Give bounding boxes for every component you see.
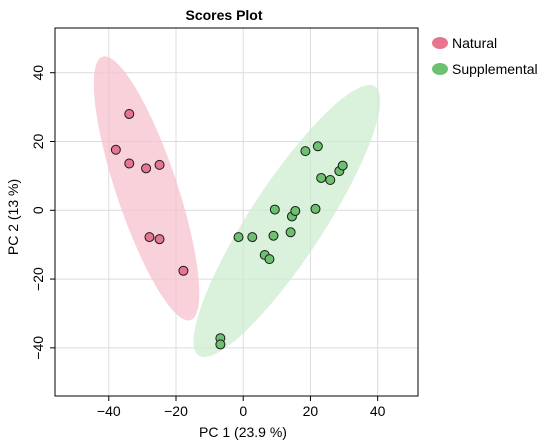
data-point-supplemental bbox=[264, 254, 275, 265]
x-axis-title: PC 1 (23.9 %) bbox=[199, 424, 287, 440]
x-tick-label: −40 bbox=[97, 403, 121, 419]
plot-area: −40 −20 0 20 40 −40 −20 0 20 40 bbox=[30, 27, 419, 419]
data-point-natural bbox=[178, 265, 189, 276]
y-tick-label: −20 bbox=[30, 267, 46, 291]
data-point-supplemental bbox=[325, 175, 336, 186]
x-tick-label: 20 bbox=[303, 403, 319, 419]
data-point-supplemental bbox=[310, 203, 321, 214]
data-point-supplemental bbox=[247, 232, 258, 243]
data-point-supplemental bbox=[233, 232, 244, 243]
y-tick-label: 20 bbox=[30, 133, 46, 149]
x-tick-label: 40 bbox=[370, 403, 386, 419]
chart-title: Scores Plot bbox=[185, 7, 262, 23]
legend-marker-supplemental bbox=[432, 63, 448, 75]
data-point-supplemental bbox=[316, 172, 327, 183]
plot-frame bbox=[54, 27, 419, 397]
x-tick-label: −20 bbox=[164, 403, 188, 419]
data-point-natural bbox=[124, 158, 135, 169]
data-point-natural bbox=[124, 108, 135, 119]
data-point-supplemental bbox=[215, 339, 226, 350]
data-point-supplemental bbox=[269, 204, 280, 215]
data-point-natural bbox=[154, 234, 165, 245]
data-point-supplemental bbox=[312, 141, 323, 152]
y-tick-label: 40 bbox=[30, 65, 46, 81]
data-point-supplemental bbox=[300, 146, 311, 157]
legend: Natural Supplemental bbox=[432, 35, 538, 77]
data-point-supplemental bbox=[290, 205, 301, 216]
y-tick-label: −40 bbox=[30, 336, 46, 360]
legend-label-natural: Natural bbox=[452, 35, 497, 51]
x-tick-label: 0 bbox=[239, 403, 247, 419]
legend-marker-natural bbox=[432, 37, 448, 49]
data-point-supplemental bbox=[285, 227, 296, 238]
confidence-ellipse-supplemental bbox=[193, 84, 381, 357]
data-point-supplemental bbox=[268, 230, 279, 241]
y-axis-title: PC 2 (13 %) bbox=[5, 179, 21, 255]
data-point-natural bbox=[154, 159, 165, 170]
data-point-natural bbox=[141, 163, 152, 174]
data-point-supplemental bbox=[337, 160, 348, 171]
confidence-ellipse-natural bbox=[93, 56, 200, 321]
data-point-natural bbox=[144, 232, 155, 243]
data-point-natural bbox=[110, 144, 121, 155]
legend-label-supplemental: Supplemental bbox=[452, 61, 538, 77]
y-tick-label: 0 bbox=[30, 206, 46, 214]
